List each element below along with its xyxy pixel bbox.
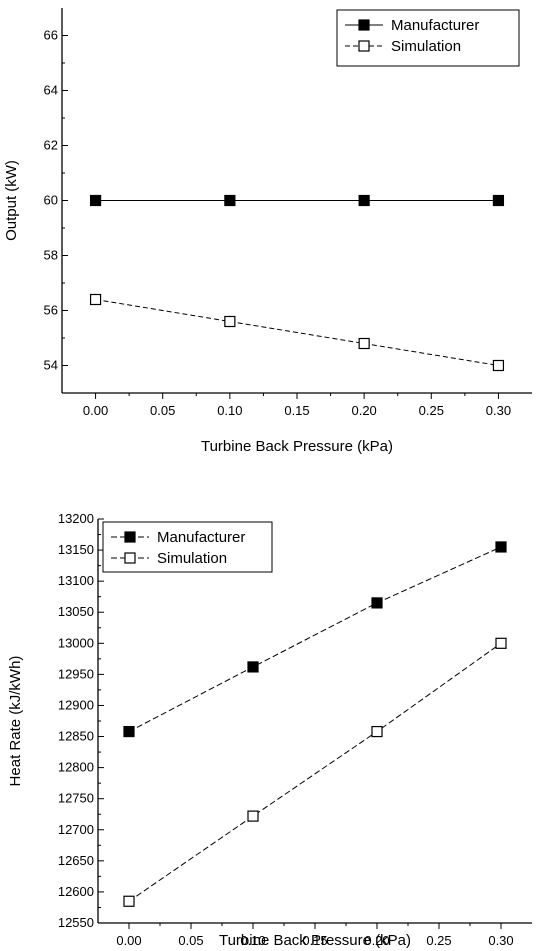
legend-label: Manufacturer <box>157 529 245 546</box>
x-tick-label: 0.05 <box>178 933 203 948</box>
y-tick-label: 12800 <box>58 760 94 775</box>
series-line-simulation <box>128 642 502 902</box>
y-tick-label: 12550 <box>58 915 94 930</box>
series-line-simulation <box>95 299 499 366</box>
y-tick-label: 64 <box>44 83 58 98</box>
y-tick-label: 13050 <box>58 604 94 619</box>
data-point-manufacturer <box>224 194 236 207</box>
y-tick-label: 12900 <box>58 697 94 712</box>
y-axis-label: Heat Rate (kJ/kWh) <box>7 656 24 787</box>
data-point-simulation <box>89 293 102 306</box>
legend-label: Simulation <box>157 550 227 567</box>
data-point-manufacturer <box>89 194 102 207</box>
y-tick-label: 13150 <box>58 542 94 557</box>
data-point-simulation <box>492 359 505 372</box>
y-tick-label: 60 <box>44 193 58 208</box>
x-tick-label: 0.05 <box>150 403 175 418</box>
data-point-simulation <box>123 895 135 907</box>
data-point-manufacturer <box>371 597 383 609</box>
y-tick-label: 56 <box>44 303 58 318</box>
heat-rate-chart: 12550 12600 12650 12700 12750 12800 12850 12900… <box>7 511 532 949</box>
data-point-manufacturer <box>123 725 135 738</box>
y-tick-label: 12700 <box>58 822 94 837</box>
x-tick-label: 0.30 <box>486 403 511 418</box>
legend-label: Simulation <box>391 38 461 55</box>
y-tick-label: 12750 <box>58 791 94 806</box>
y-tick-label: 58 <box>44 248 58 263</box>
legend-marker <box>124 552 136 564</box>
legend-marker <box>358 40 370 52</box>
x-tick-label: 0.10 <box>240 933 265 948</box>
x-axis-label: Turbine Back Pressure (kPa) <box>201 438 393 455</box>
x-tick-label: 0.20 <box>364 933 389 948</box>
data-point-manufacturer <box>247 661 259 673</box>
x-tick-label: 0.15 <box>284 403 309 418</box>
series-line-manufacturer <box>128 546 502 733</box>
y-tick-label: 66 <box>44 28 58 43</box>
y-tick-label: 12600 <box>58 884 94 899</box>
x-tick-label: 0.00 <box>116 933 141 948</box>
y-tick-label: 12650 <box>58 853 94 868</box>
x-tick-label: 0.30 <box>488 933 513 948</box>
y-tick-label: 12950 <box>58 666 94 681</box>
data-point-manufacturer <box>358 194 370 207</box>
data-point-manufacturer <box>495 541 507 553</box>
y-tick-label: 13200 <box>58 511 94 526</box>
x-tick-label: 0.20 <box>351 403 376 418</box>
x-axis-label: Turbine Back Pressure (kPa) <box>219 932 411 949</box>
legend-box <box>102 521 273 573</box>
y-axis-label: Output (kW) <box>3 160 20 241</box>
x-tick-label: 0.25 <box>419 403 444 418</box>
data-point-simulation <box>495 637 507 649</box>
y-tick-label: 54 <box>44 358 58 373</box>
data-point-simulation <box>358 337 370 350</box>
output-chart: 54 56 58 60 62 64 66 0.00 0.05 0.10 0.15 0.20 0.25 0.… <box>3 8 532 455</box>
data-point-simulation <box>247 810 259 822</box>
data-point-simulation <box>371 725 383 738</box>
legend-marker <box>358 19 370 31</box>
x-tick-label: 0.00 <box>83 403 108 418</box>
y-tick-label: 12850 <box>58 729 94 744</box>
x-tick-label: 0.10 <box>217 403 242 418</box>
y-tick-label: 13100 <box>58 573 94 588</box>
x-tick-label: 0.25 <box>426 933 451 948</box>
y-tick-label: 13000 <box>58 635 94 650</box>
y-tick-label: 62 <box>44 138 58 153</box>
legend-label: Manufacturer <box>391 17 479 34</box>
data-point-simulation <box>224 315 236 328</box>
legend-box <box>336 9 520 67</box>
x-tick-label: 0.15 <box>302 933 327 948</box>
legend-marker <box>124 531 136 543</box>
data-point-manufacturer <box>492 194 505 207</box>
